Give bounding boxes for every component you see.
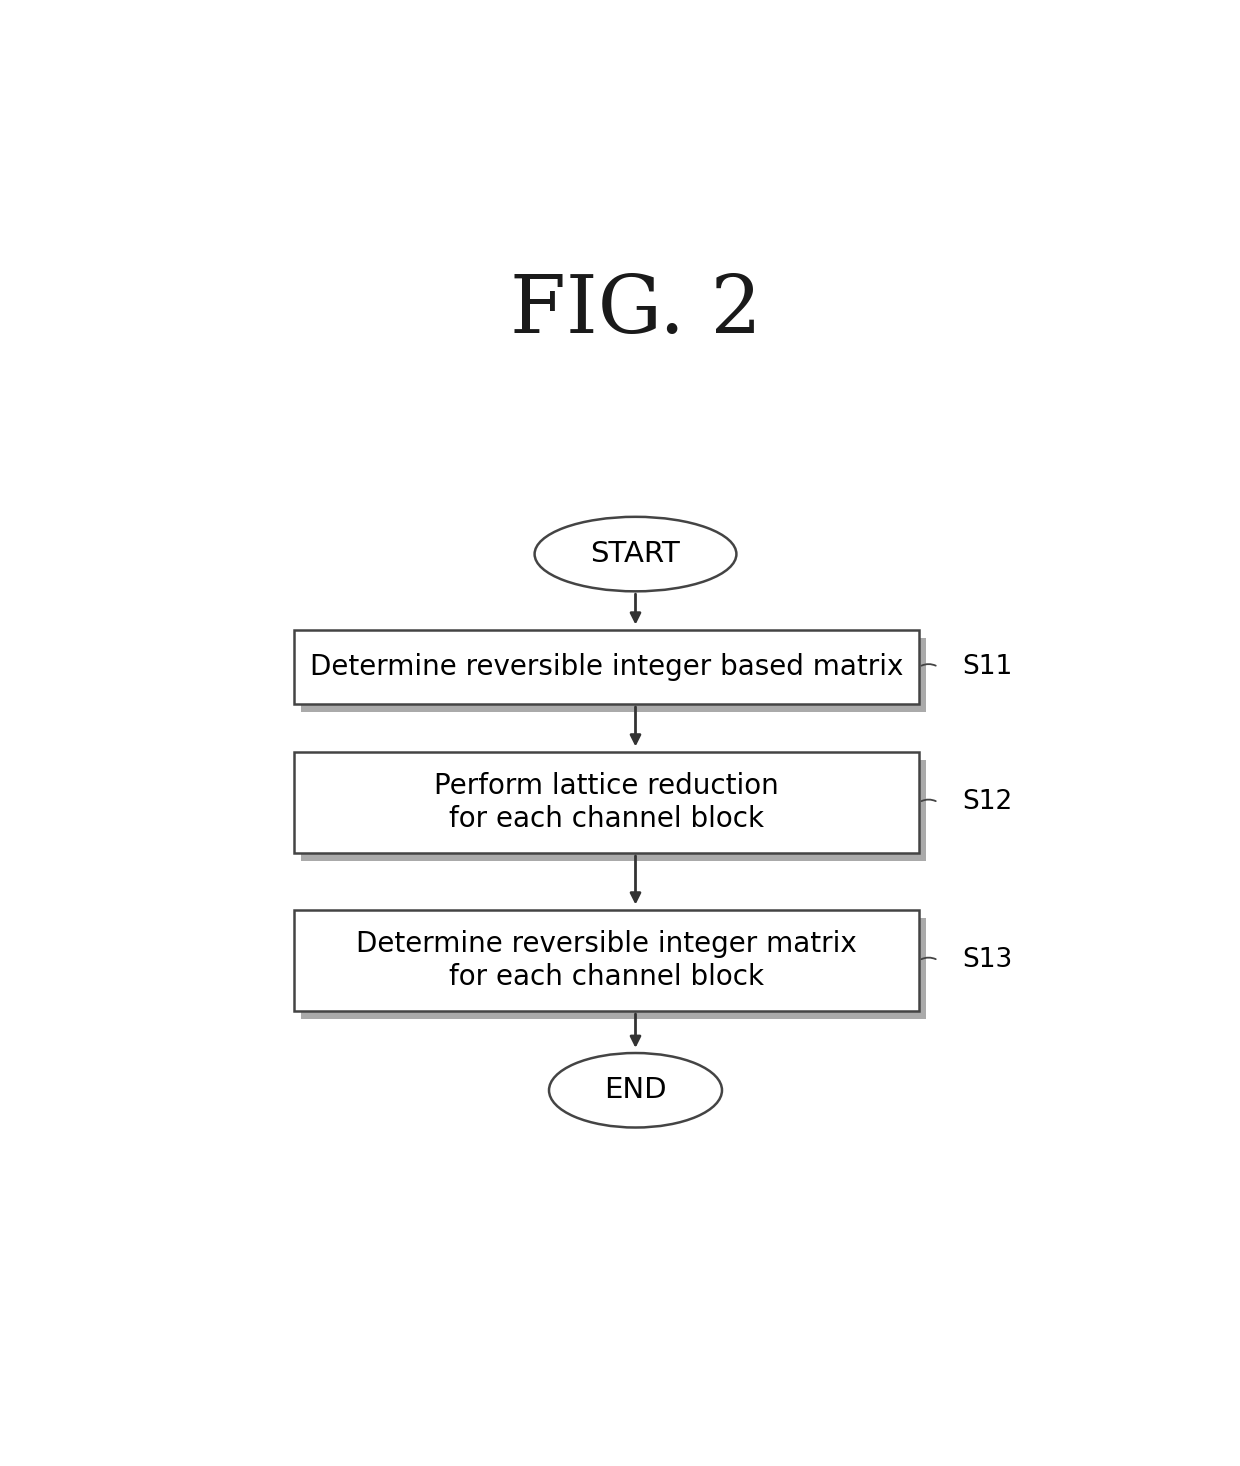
Text: Determine reversible integer matrix
for each channel block: Determine reversible integer matrix for …	[356, 931, 857, 991]
Text: S12: S12	[962, 789, 1013, 815]
Text: Perform lattice reduction
for each channel block: Perform lattice reduction for each chann…	[434, 773, 779, 833]
Text: END: END	[604, 1076, 667, 1104]
FancyBboxPatch shape	[301, 638, 926, 711]
FancyBboxPatch shape	[301, 759, 926, 861]
Text: Determine reversible integer based matrix: Determine reversible integer based matri…	[310, 652, 904, 680]
FancyBboxPatch shape	[294, 752, 919, 853]
Text: S11: S11	[962, 654, 1013, 680]
Ellipse shape	[534, 517, 737, 591]
Text: START: START	[590, 539, 681, 567]
FancyBboxPatch shape	[294, 630, 919, 704]
Text: FIG. 2: FIG. 2	[510, 273, 761, 350]
Ellipse shape	[549, 1053, 722, 1127]
FancyBboxPatch shape	[294, 909, 919, 1012]
Text: S13: S13	[962, 947, 1013, 973]
FancyBboxPatch shape	[301, 918, 926, 1019]
